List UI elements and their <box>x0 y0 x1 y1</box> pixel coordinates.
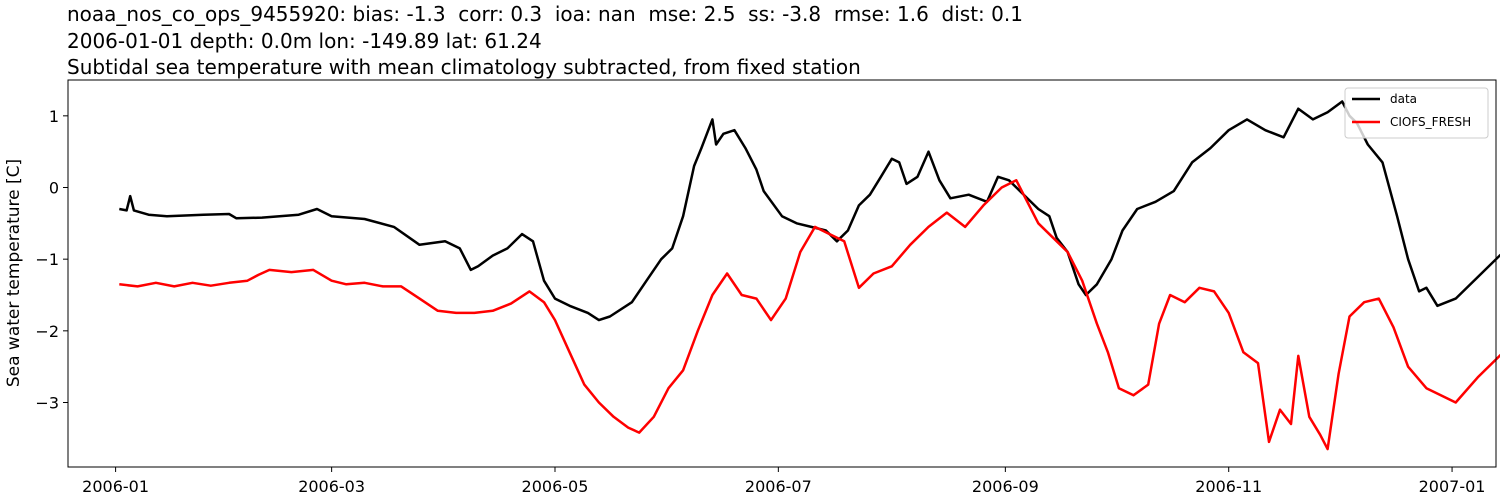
y-tick-label: 1 <box>49 107 59 126</box>
legend-label-data: data <box>1390 92 1417 106</box>
y-axis: 1 0 −1 −2 −3 <box>35 107 68 413</box>
y-axis-label: Sea water temperature [C] <box>4 159 24 387</box>
chart-title-line-2: 2006-01-01 depth: 0.0m lon: -149.89 lat:… <box>67 29 542 53</box>
legend-box <box>1344 87 1489 139</box>
y-tick-label: −1 <box>35 250 59 269</box>
series-line-data <box>119 100 1500 322</box>
x-tick-label: 2006-11 <box>1195 477 1262 496</box>
x-tick-label: 2007-01 <box>1419 477 1486 496</box>
axes-frame <box>67 79 1497 468</box>
plot-lines <box>119 100 1500 451</box>
y-tick-label: −3 <box>35 394 59 413</box>
x-tick-label: 2006-05 <box>522 477 589 496</box>
y-tick-label: 0 <box>49 179 59 198</box>
chart-title-line-3: Subtidal sea temperature with mean clima… <box>67 55 861 79</box>
x-tick-label: 2006-09 <box>972 477 1039 496</box>
chart-title-line-1: noaa_nos_co_ops_9455920: bias: -1.3 corr… <box>67 2 1023 26</box>
legend: data CIOFS_FRESH <box>1344 87 1489 139</box>
x-tick-label: 2006-01 <box>82 477 149 496</box>
legend-label-ciofs-fresh: CIOFS_FRESH <box>1390 115 1471 129</box>
series-line-ciofs-fresh <box>119 179 1500 451</box>
x-tick-label: 2006-07 <box>745 477 812 496</box>
x-axis: 2006-01 2006-03 2006-05 2006-07 2006-09 2006-… <box>82 467 1485 496</box>
y-tick-label: −2 <box>35 322 59 341</box>
x-tick-label: 2006-03 <box>298 477 365 496</box>
